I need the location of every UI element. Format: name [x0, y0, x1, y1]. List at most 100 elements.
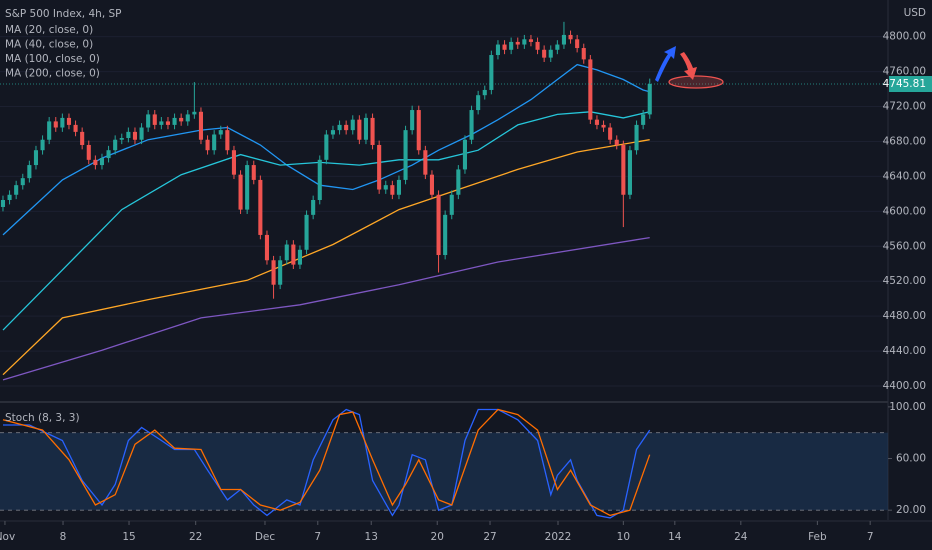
- candle-body: [251, 165, 256, 180]
- y-tick-label: 4720.00: [883, 101, 926, 113]
- candle-body: [462, 139, 468, 170]
- candle-body: [119, 137, 124, 140]
- candle-body: [139, 127, 144, 140]
- line-series: [2, 139, 650, 376]
- y-tick-label: 4600.00: [883, 205, 926, 217]
- legend-entry: MA (100, close, 0): [5, 53, 100, 65]
- candle-body: [594, 119, 599, 125]
- candle-body: [410, 110, 415, 131]
- legend-entry: MA (40, close, 0): [5, 39, 93, 51]
- candle-body: [80, 131, 85, 145]
- candle-body: [429, 174, 435, 195]
- candle-body: [522, 39, 527, 45]
- legend-entry: MA (200, close, 0): [5, 68, 100, 80]
- currency-label: USD: [904, 7, 926, 19]
- x-tick-label: 10: [617, 531, 630, 543]
- candle-body: [7, 194, 12, 200]
- y-tick-label: 60.00: [896, 453, 926, 465]
- y-tick-label: 4480.00: [883, 310, 926, 322]
- candle-body: [198, 111, 204, 140]
- x-tick-label: 20: [431, 531, 444, 543]
- candle-body: [218, 130, 223, 135]
- line-series: [3, 408, 651, 519]
- x-tick-label: Feb: [808, 531, 827, 543]
- candle-body: [647, 84, 652, 115]
- level-band: [0, 432, 888, 511]
- candle-body: [60, 117, 65, 128]
- candle-body: [324, 134, 329, 160]
- candle-body: [641, 114, 646, 125]
- line-series: [2, 236, 650, 381]
- candle-body: [297, 249, 303, 265]
- line-series: [2, 63, 650, 236]
- candle-body: [634, 124, 639, 151]
- candle-body: [370, 117, 375, 145]
- candle-body: [588, 59, 593, 120]
- y-tick-label: 4440.00: [883, 345, 926, 357]
- candle-body: [627, 150, 632, 195]
- candle-body: [403, 130, 408, 180]
- candle-body: [179, 117, 184, 122]
- candle-body: [548, 49, 553, 58]
- candle-body: [581, 48, 586, 60]
- x-tick-label: 8: [60, 531, 67, 543]
- y-tick-label: 4760.00: [883, 66, 926, 78]
- candle-body: [225, 130, 230, 151]
- candle-body: [311, 200, 316, 215]
- x-tick-label: 15: [122, 531, 135, 543]
- y-tick-label: 20.00: [896, 504, 926, 516]
- candle-body: [449, 194, 454, 215]
- candle-body: [53, 121, 58, 128]
- y-tick-label: 4800.00: [883, 31, 926, 43]
- x-tick-label: 14: [668, 531, 682, 543]
- candle-body: [363, 117, 369, 140]
- candle-body: [132, 131, 138, 140]
- candle-body: [396, 179, 402, 195]
- candle-body: [377, 144, 382, 190]
- candle-body: [568, 34, 573, 40]
- candle-body: [469, 110, 474, 140]
- y-tick-label: 4640.00: [883, 170, 926, 182]
- candle-body: [106, 150, 111, 159]
- x-tick-label: 7: [314, 531, 321, 543]
- candle-body: [555, 44, 560, 50]
- x-tick-label: 7: [867, 531, 874, 543]
- down-arrow: [680, 52, 697, 80]
- up-arrow: [655, 46, 676, 82]
- candle-body: [489, 55, 494, 90]
- chart-title: S&P 500 Index, 4h, SP: [5, 8, 122, 20]
- candle-body: [608, 127, 613, 140]
- candle-body: [621, 144, 626, 195]
- candle-body: [443, 214, 448, 256]
- candle-body: [416, 110, 421, 151]
- candle-body: [185, 114, 190, 122]
- x-tick-label: 13: [365, 531, 378, 543]
- candle-body: [152, 114, 157, 125]
- candle-body: [350, 119, 355, 131]
- candle-body: [93, 159, 98, 166]
- candle-body: [278, 260, 283, 285]
- legend-entry: MA (20, close, 0): [5, 24, 93, 36]
- last-price-tag: [889, 76, 932, 93]
- candle-body: [231, 150, 237, 175]
- candle-body: [291, 244, 296, 265]
- candle-body: [47, 121, 52, 140]
- candle-body: [99, 158, 105, 166]
- candle-body: [330, 130, 336, 135]
- candle-body: [436, 194, 441, 256]
- candle-body: [383, 185, 388, 190]
- candle-body: [205, 139, 210, 151]
- candle-body: [126, 131, 131, 138]
- candle-body: [476, 95, 481, 111]
- x-tick-label: 22: [189, 531, 202, 543]
- x-tick-label: 24: [734, 531, 748, 543]
- x-tick-label: Nov: [0, 531, 15, 543]
- candle-body: [344, 124, 349, 131]
- candle-body: [73, 124, 78, 132]
- x-tick-label: Dec: [255, 531, 276, 543]
- y-tick-label: 4400.00: [883, 380, 926, 392]
- annotations: [655, 46, 724, 89]
- candle-body: [66, 117, 72, 125]
- candle-body: [482, 89, 487, 96]
